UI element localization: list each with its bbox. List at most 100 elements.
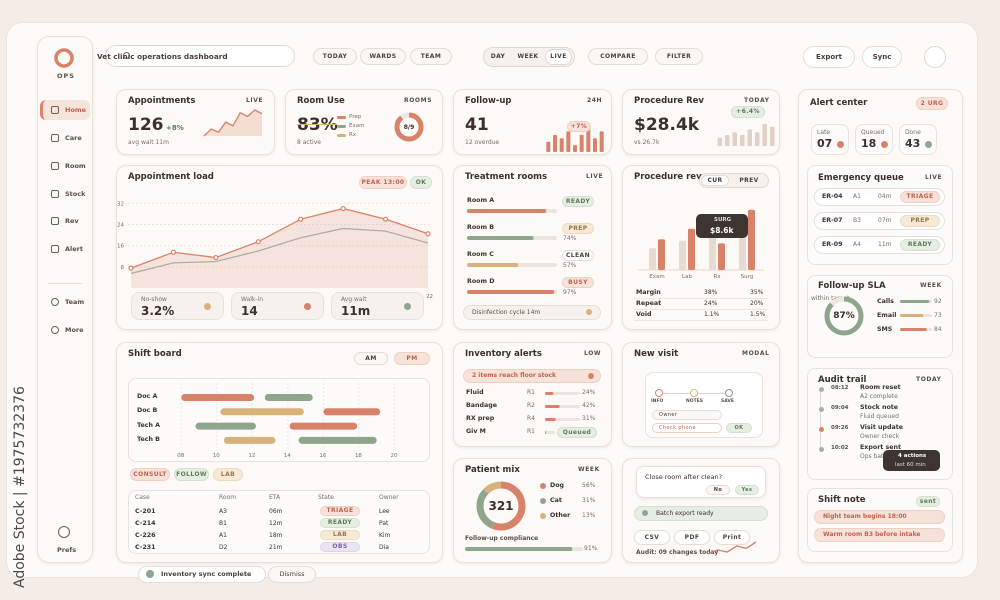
table-cell: A3	[219, 508, 227, 515]
card-tag: LIVE	[925, 174, 943, 181]
table-rule	[634, 320, 768, 321]
status-dot	[146, 570, 154, 578]
item-rack: R2	[527, 402, 535, 409]
nav-item[interactable]: Stock	[65, 190, 86, 198]
scope-tab[interactable]: TODAY	[313, 48, 357, 65]
room-status: PREP	[562, 223, 594, 234]
export-button[interactable]: CSV	[634, 530, 670, 545]
nav-item[interactable]: Alert	[65, 245, 83, 253]
donut-label: 8/9	[403, 124, 415, 131]
table-header: State	[318, 494, 334, 501]
prefs[interactable]: Prefs	[57, 546, 77, 554]
table-header: Owner	[379, 494, 399, 501]
progress-fill	[545, 392, 554, 395]
export-button[interactable]: Print	[714, 530, 750, 545]
avatar[interactable]	[924, 46, 946, 68]
point	[213, 254, 219, 261]
card-title: Inventory alerts	[465, 349, 542, 359]
filter-chip[interactable]: CONSULT	[130, 468, 170, 481]
item-rack: R1	[527, 428, 535, 435]
timeline-line	[820, 390, 821, 452]
table-cell: 1.5%	[750, 311, 766, 318]
table-header: Room	[219, 494, 237, 501]
shift-bar	[264, 394, 313, 401]
legend-swatch	[337, 116, 346, 119]
queue-cell: A4	[853, 241, 861, 248]
sla-value: 73	[934, 312, 942, 319]
room-donut	[394, 112, 424, 142]
audit-sub: Owner check	[860, 433, 900, 440]
prefs-icon	[58, 526, 70, 538]
card-title: Follow-up SLA	[818, 281, 886, 291]
step-label: INFO	[651, 399, 664, 404]
action-button[interactable]: Export	[803, 46, 855, 68]
filter-chip[interactable]: LAB	[213, 468, 243, 481]
timeline-dot	[818, 446, 824, 452]
sla-donut	[824, 296, 864, 336]
scope-tab[interactable]: TEAM	[410, 48, 452, 65]
nav-icon	[51, 326, 59, 334]
spark-bar	[725, 135, 730, 146]
tool-button[interactable]: FILTER	[655, 48, 703, 65]
progress-fill	[465, 547, 573, 551]
legend-label: Cat	[550, 497, 562, 504]
note-item: Warm room B3 before intake	[814, 528, 945, 542]
pie	[476, 481, 526, 531]
progress-bar	[467, 236, 557, 240]
nav-item[interactable]: Room	[65, 162, 86, 170]
export-button[interactable]: PDF	[674, 530, 710, 545]
nav-item[interactable]: Team	[65, 298, 85, 306]
nav-item[interactable]: More	[65, 326, 84, 334]
action-button[interactable]: Sync	[862, 46, 902, 68]
card-tag: 24H	[587, 97, 603, 104]
line	[130, 207, 429, 269]
toggle[interactable]: PM	[394, 352, 430, 365]
card-title: Procedure Rev	[634, 96, 704, 106]
note-tag: sent	[916, 496, 940, 507]
kpi-badge: +7%	[567, 121, 591, 132]
range-tab[interactable]: LIVE	[545, 49, 572, 65]
area	[131, 208, 428, 288]
dismiss-button[interactable]: Dismiss	[268, 566, 316, 583]
dialog-button[interactable]: Yes	[735, 485, 759, 495]
scope-tab[interactable]: WARDS	[360, 48, 406, 65]
kpi-sub: vs 26.7k	[634, 139, 660, 146]
dialog-button[interactable]: No	[706, 485, 730, 495]
x-tick-label: 18	[354, 453, 362, 459]
progress-fill	[467, 263, 519, 267]
progress-fill	[467, 290, 555, 294]
tool-button[interactable]: COMPARE	[588, 48, 648, 65]
filter-chip[interactable]: FOLLOW	[174, 468, 209, 481]
form-field[interactable]: Owner	[652, 410, 722, 420]
table-cell: C-231	[135, 544, 156, 551]
bar	[718, 243, 725, 270]
legend-dot	[540, 498, 546, 504]
item-name: Bandage	[466, 402, 498, 409]
search-box[interactable]	[105, 45, 295, 67]
table-header: Case	[135, 494, 150, 501]
nav-icon	[51, 217, 59, 225]
toggle[interactable]: AM	[354, 352, 388, 365]
bar-sparkline	[546, 128, 604, 152]
progress-bar	[545, 431, 555, 434]
shift-bar	[181, 394, 255, 401]
nav-item[interactable]: Rev	[65, 217, 79, 225]
range-tab[interactable]: WEEK	[517, 53, 539, 60]
nav-item[interactable]: Home	[65, 106, 87, 114]
range-tab[interactable]: DAY	[490, 53, 506, 60]
shift-bar	[289, 422, 358, 430]
kpi-value: 126	[128, 115, 164, 135]
legend-value: 56%	[582, 482, 596, 489]
timeline-dot	[818, 406, 824, 412]
logo-text: OPS	[57, 72, 75, 80]
status-dot	[586, 309, 592, 315]
toggle[interactable]: CUR	[701, 175, 729, 186]
x-tick-label: Rx	[713, 274, 721, 280]
ok-button[interactable]: OK	[726, 423, 752, 433]
form-field[interactable]: Check phone	[652, 423, 722, 433]
bar	[688, 228, 695, 270]
x-tick-label: Surg	[741, 274, 754, 280]
nav-item[interactable]: Care	[65, 134, 82, 142]
point	[255, 239, 261, 245]
toggle[interactable]: PREV	[739, 177, 759, 184]
